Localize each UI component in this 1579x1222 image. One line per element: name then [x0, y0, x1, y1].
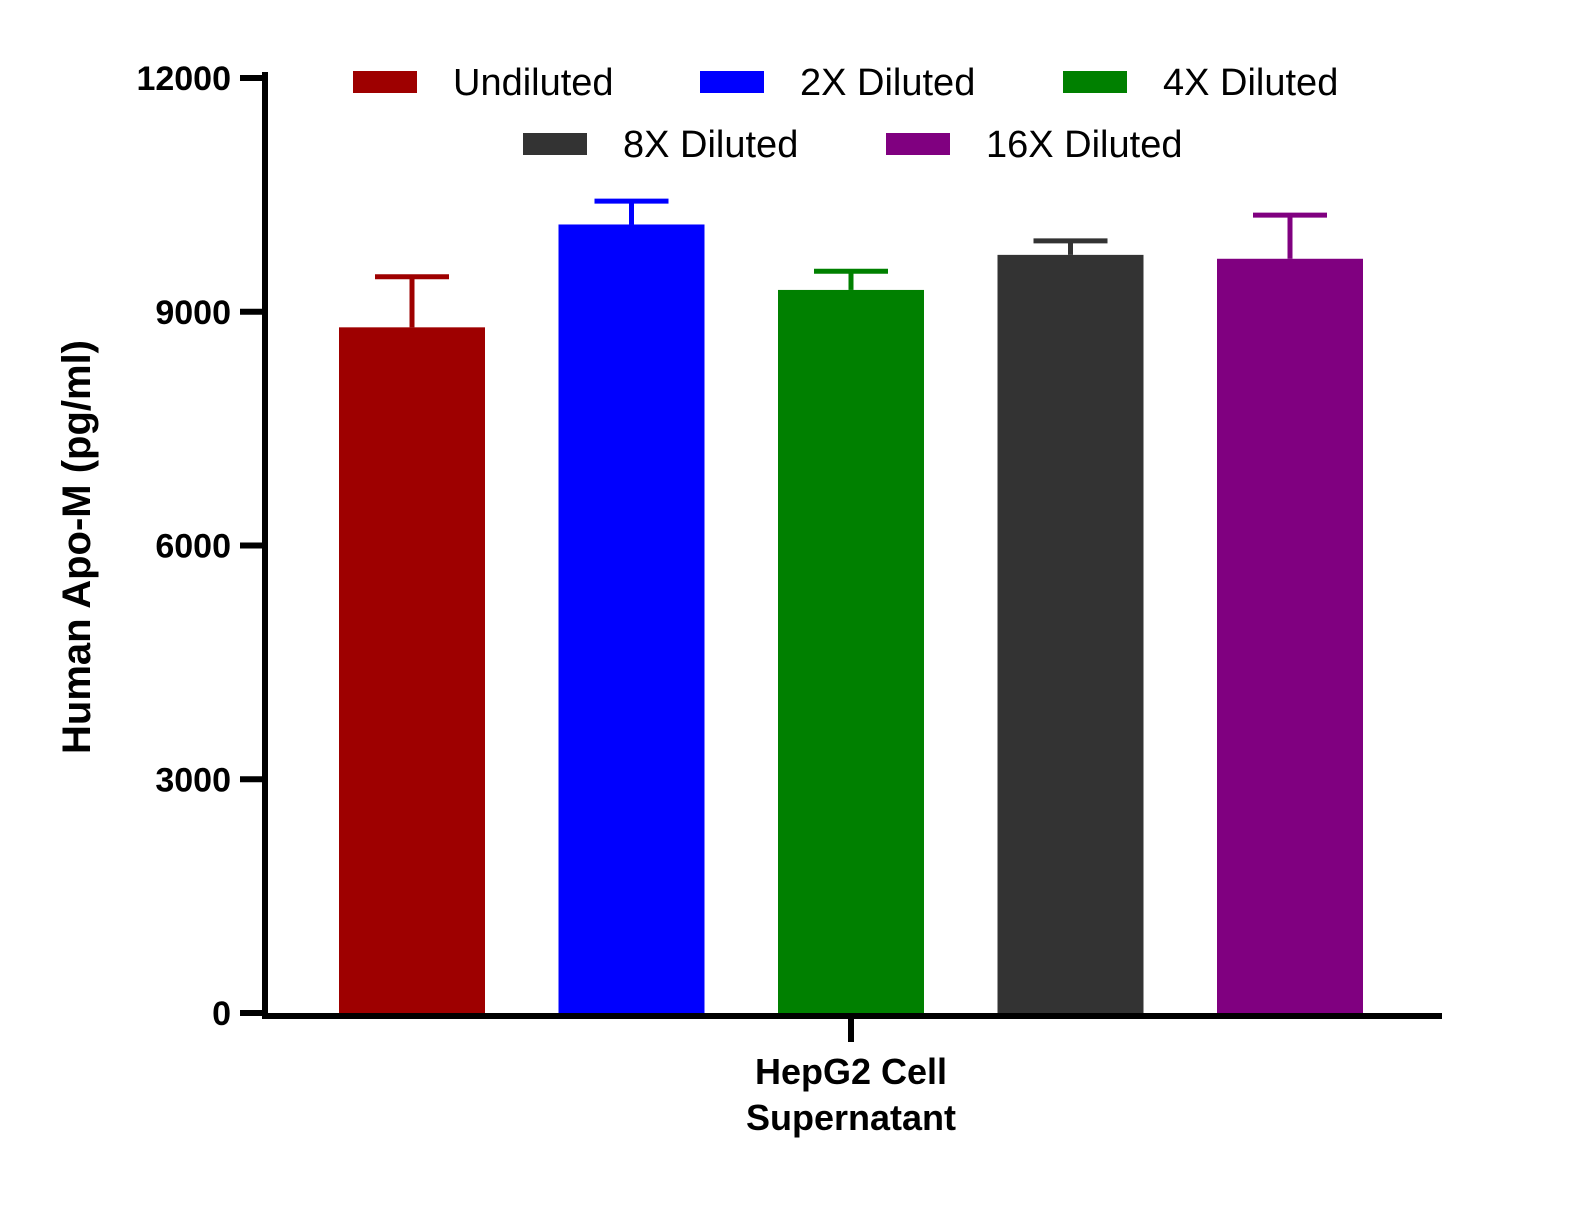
legend-label-2: 4X Diluted	[1163, 62, 1338, 104]
y-axis-label: Human Apo-M (pg/ml)	[55, 340, 99, 754]
legend-swatch-2	[1063, 71, 1127, 93]
y-tick-label-0: 0	[212, 995, 231, 1033]
legend-swatch-0	[353, 71, 417, 93]
legend-swatch-3	[523, 133, 587, 155]
legend-label-4: 16X Diluted	[986, 124, 1182, 166]
bar-3	[997, 254, 1144, 1013]
x-ticks: HepG2 Cell Supernatant	[746, 1016, 956, 1138]
y-tick-label-3: 9000	[155, 294, 231, 332]
legend-label-0: Undiluted	[453, 62, 614, 104]
bar-1	[558, 224, 705, 1013]
legend-label-1: 2X Diluted	[800, 62, 975, 104]
error-bars	[375, 198, 1327, 328]
y-tick-label-2: 6000	[155, 528, 231, 566]
bar-0	[339, 327, 485, 1013]
y-tick-label-1: 3000	[155, 761, 231, 799]
legend-swatch-4	[886, 133, 950, 155]
y-ticks: 0 3000 6000 9000 12000	[136, 60, 265, 1033]
legend-label-3: 8X Diluted	[623, 124, 798, 166]
bars	[339, 224, 1363, 1013]
x-tick-label-0: HepG2 Cell Supernatant	[746, 1051, 956, 1138]
y-tick-label-4: 12000	[136, 60, 231, 98]
bar-4	[1217, 258, 1363, 1013]
legend-swatch-1	[700, 71, 764, 93]
legend: Undiluted 2X Diluted 4X Diluted 8X Diluted 1…	[353, 62, 1338, 166]
bar-2	[778, 289, 924, 1013]
